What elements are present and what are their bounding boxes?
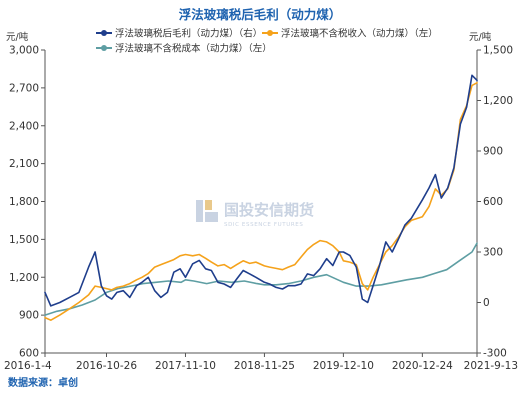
left-tick-label: 1,500 <box>9 234 39 246</box>
right-axis: 1,500 1,200 900 600 300 0 -300 <box>476 45 513 360</box>
legend-label-revenue: 浮法玻璃不含税收入（动力煤）（左） <box>281 28 438 40</box>
legend-label-cost: 浮法玻璃不含税成本（动力煤）（左） <box>115 43 272 55</box>
watermark-text: 国投安信期货 <box>224 201 314 219</box>
x-tick-label: 2016-1-4 <box>4 360 52 372</box>
right-tick-label: 600 <box>483 196 503 208</box>
legend-label-profit: 浮法玻璃税后毛利（动力煤）（右） <box>115 28 262 40</box>
legend-item-profit: 浮法玻璃税后毛利（动力煤）（右） <box>96 28 262 40</box>
x-tick-label: 2021-9-13 <box>464 360 518 372</box>
right-tick-label: 1,200 <box>483 95 513 107</box>
series-layer <box>44 74 478 322</box>
x-axis: 2016-1-4 2016-10-26 2017-11-10 2018-11-25 20… <box>4 352 518 372</box>
left-tick-label: 900 <box>19 310 39 322</box>
left-tick-label: 2,700 <box>9 82 39 94</box>
legend-item-cost: 浮法玻璃不含税成本（动力煤）（左） <box>96 43 272 55</box>
x-tick-label: 2018-11-25 <box>234 360 295 372</box>
right-tick-label: 1,500 <box>483 45 513 57</box>
x-tick-label: 2016-10-26 <box>76 360 137 372</box>
right-axis-unit: 元/吨 <box>469 31 492 43</box>
chart-title: 浮法玻璃税后毛利（动力煤） <box>179 7 342 22</box>
cost-line <box>44 242 478 316</box>
left-tick-label: 2,100 <box>9 158 39 170</box>
watermark-subtext: SDIC ESSENCE FUTURES <box>224 222 303 228</box>
x-tick-label: 2019-12-10 <box>313 360 374 372</box>
source-note: 数据来源：卓创 <box>8 376 78 389</box>
left-tick-label: 3,000 <box>9 45 39 57</box>
watermark: 国投安信期货 SDIC ESSENCE FUTURES <box>196 200 314 228</box>
left-tick-label: 600 <box>19 348 39 360</box>
right-tick-label: 0 <box>483 297 490 309</box>
legend: 浮法玻璃税后毛利（动力煤）（右） 浮法玻璃不含税收入（动力煤）（左） 浮法玻璃不… <box>96 28 438 55</box>
x-tick-label: 2020-12-24 <box>392 360 453 372</box>
left-axis-unit: 元/吨 <box>6 31 29 43</box>
left-axis: 3,000 2,700 2,400 2,100 1,800 1,500 1,200 900 60… <box>9 45 46 360</box>
left-tick-label: 1,200 <box>9 272 39 284</box>
x-tick-label: 2017-11-10 <box>155 360 216 372</box>
right-tick-label: -300 <box>483 348 507 360</box>
profit-line <box>44 74 478 307</box>
right-tick-label: 900 <box>483 146 503 158</box>
left-tick-label: 2,400 <box>9 120 39 132</box>
left-tick-label: 1,800 <box>9 196 39 208</box>
legend-item-revenue: 浮法玻璃不含税收入（动力煤）（左） <box>262 28 438 40</box>
right-tick-label: 300 <box>483 247 503 259</box>
